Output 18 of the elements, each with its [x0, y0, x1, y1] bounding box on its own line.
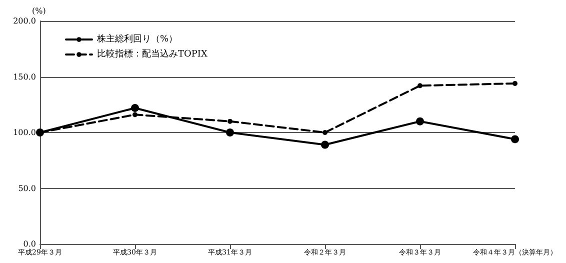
- y-tick-label: 150.0: [13, 72, 36, 82]
- point: [322, 130, 328, 135]
- y-tick-label: 50.0: [18, 184, 36, 193]
- point: [321, 140, 329, 149]
- point: [132, 112, 138, 118]
- y-tick-label: 100.0: [13, 128, 36, 137]
- point: [131, 104, 139, 112]
- y-tick-label: 200.0: [13, 16, 36, 26]
- point: [512, 80, 518, 86]
- point: [511, 135, 519, 144]
- point: [228, 118, 232, 124]
- y-axis-title: (%): [32, 6, 46, 16]
- legend-label: 比較指標：配当込みTOPIX: [97, 48, 208, 60]
- y-tick-label: 0.0: [23, 240, 36, 248]
- point: [226, 128, 234, 136]
- point: [418, 83, 422, 88]
- legend-label: 株主総利回り（%）: [96, 34, 178, 44]
- point: [416, 117, 424, 126]
